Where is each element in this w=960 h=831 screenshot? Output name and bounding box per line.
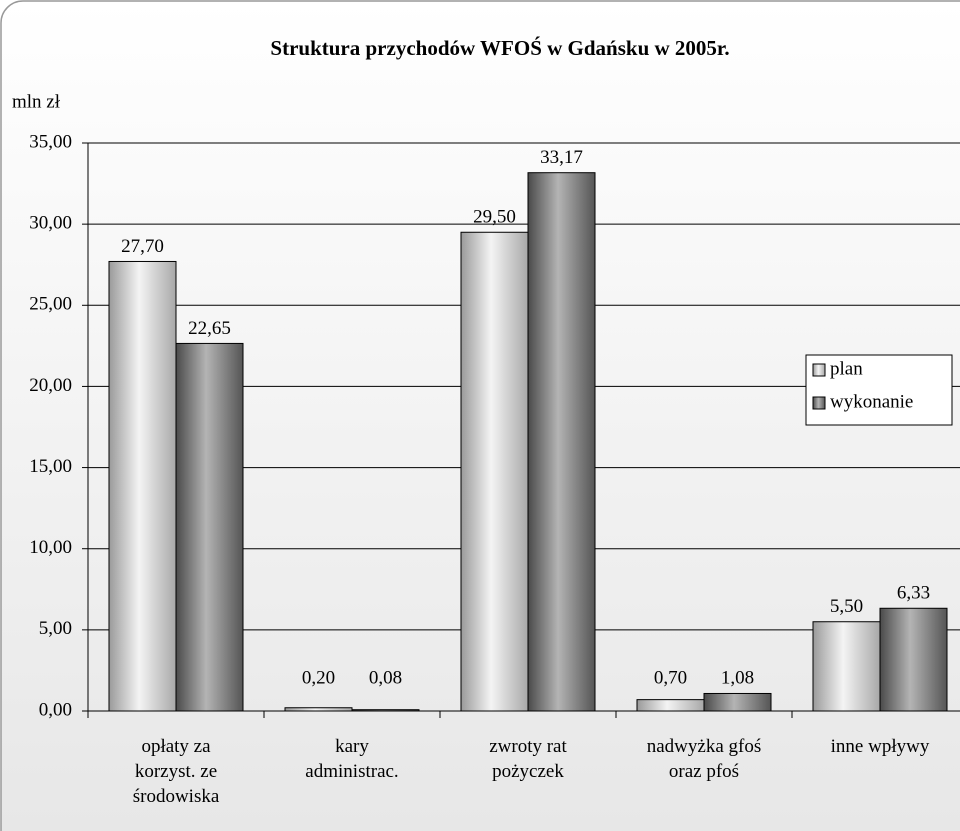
y-tick-label: 15,00 (29, 456, 72, 477)
data-label: 6,33 (897, 583, 930, 604)
legend-box (805, 354, 953, 426)
data-label: 0,20 (302, 667, 335, 688)
bar (175, 342, 244, 712)
legend-swatch (812, 396, 826, 410)
y-tick-label: 10,00 (29, 537, 72, 558)
bar (812, 621, 881, 712)
y-tick-label: 30,00 (29, 213, 72, 234)
bar (284, 707, 353, 712)
bar (351, 709, 420, 712)
bar (879, 607, 948, 712)
data-label: 29,50 (473, 207, 516, 228)
y-tick-label: 5,00 (39, 618, 72, 639)
data-label: 22,65 (188, 318, 231, 339)
bar (636, 699, 705, 712)
y-axis-label: mln zł (12, 91, 61, 112)
legend-label: wykonanie (830, 391, 913, 412)
bar (460, 231, 529, 712)
x-tick-label: kary administrac. (305, 736, 399, 782)
bar (527, 172, 596, 712)
y-tick-label: 0,00 (39, 699, 72, 720)
y-tick-label: 35,00 (29, 131, 72, 152)
legend-label: plan (830, 358, 863, 379)
x-tick-label: nadwyżka gfoś oraz pfoś (646, 736, 762, 782)
x-tick-label: zwroty rat pożyczek (489, 736, 567, 782)
x-tick-label: opłaty za korzyst. ze środowiska (132, 736, 220, 807)
bar (703, 692, 772, 712)
data-label: 0,70 (654, 667, 687, 688)
bar (108, 260, 177, 712)
legend: plan wykonanie (805, 354, 953, 426)
x-tick-label: inne wpływy (830, 736, 930, 757)
data-label: 33,17 (540, 147, 583, 168)
legend-swatch (812, 363, 826, 377)
chart-title: Struktura przychodów WFOŚ w Gdańsku w 20… (270, 36, 729, 60)
data-label: 0,08 (369, 667, 402, 688)
y-tick-label: 20,00 (29, 375, 72, 396)
data-label: 5,50 (830, 596, 863, 617)
y-tick-label: 25,00 (29, 294, 72, 315)
data-label: 27,70 (121, 236, 164, 257)
data-label: 1,08 (721, 667, 754, 688)
